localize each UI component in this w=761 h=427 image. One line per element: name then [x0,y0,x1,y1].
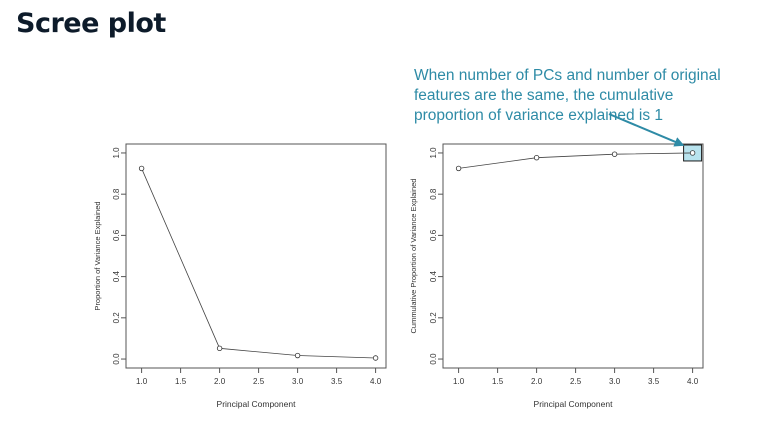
plot-frame [442,143,704,369]
data-point [533,154,540,161]
x-tick-label: 2.0 [531,377,543,386]
y-tick-label: 0.0 [429,353,438,365]
data-point [294,352,301,359]
y-tick-label: 0.8 [429,188,438,200]
data-point [216,345,223,352]
y-tick-label: 0.4 [112,270,121,282]
data-point [611,151,618,157]
x-tick-label: 3.5 [331,377,343,386]
data-point [138,165,145,172]
y-tick-label: 0.8 [112,188,121,200]
x-tick-label: 2.0 [214,377,226,386]
y-tick-label: 0.6 [429,229,438,241]
x-axis-label: Principal Component [534,399,614,409]
x-tick-label: 1.5 [492,377,504,386]
x-axis-label: Principal Component [217,399,297,409]
series-line [458,152,693,169]
x-tick-label: 4.0 [687,377,699,386]
y-tick-label: 0.6 [112,229,121,241]
y-tick-label: 1.0 [429,147,438,159]
callout-line: proportion of variance explained is 1 [414,107,664,124]
y-tick-label: 0.0 [112,353,121,365]
data-point [455,165,462,172]
x-tick-label: 4.0 [370,377,382,386]
plot-frame [125,143,387,369]
callout-line: features are the same, the cumulative [414,87,674,104]
x-tick-label: 3.0 [292,377,304,386]
y-tick-label: 0.2 [429,312,438,324]
y-tick-label: 0.2 [112,312,121,324]
x-tick-label: 3.5 [648,377,660,386]
data-point [372,355,379,361]
x-tick-label: 3.0 [609,377,621,386]
callout-text: When number of PCs and number of origina… [414,66,759,126]
y-axis-label: Proportion of Variance Explained [93,201,102,310]
series-line [141,168,376,359]
x-tick-label: 1.0 [453,377,465,386]
slide-title: Scree plot [16,8,166,39]
x-tick-label: 1.0 [136,377,148,386]
x-tick-label: 2.5 [570,377,582,386]
y-tick-label: 1.0 [112,147,121,159]
y-axis-label: Cummulative Proportion of Variance Expla… [409,179,418,334]
y-tick-label: 0.4 [429,270,438,282]
data-point [689,150,696,156]
x-tick-label: 2.5 [253,377,265,386]
callout-line: When number of PCs and number of origina… [414,67,721,84]
x-tick-label: 1.5 [175,377,187,386]
